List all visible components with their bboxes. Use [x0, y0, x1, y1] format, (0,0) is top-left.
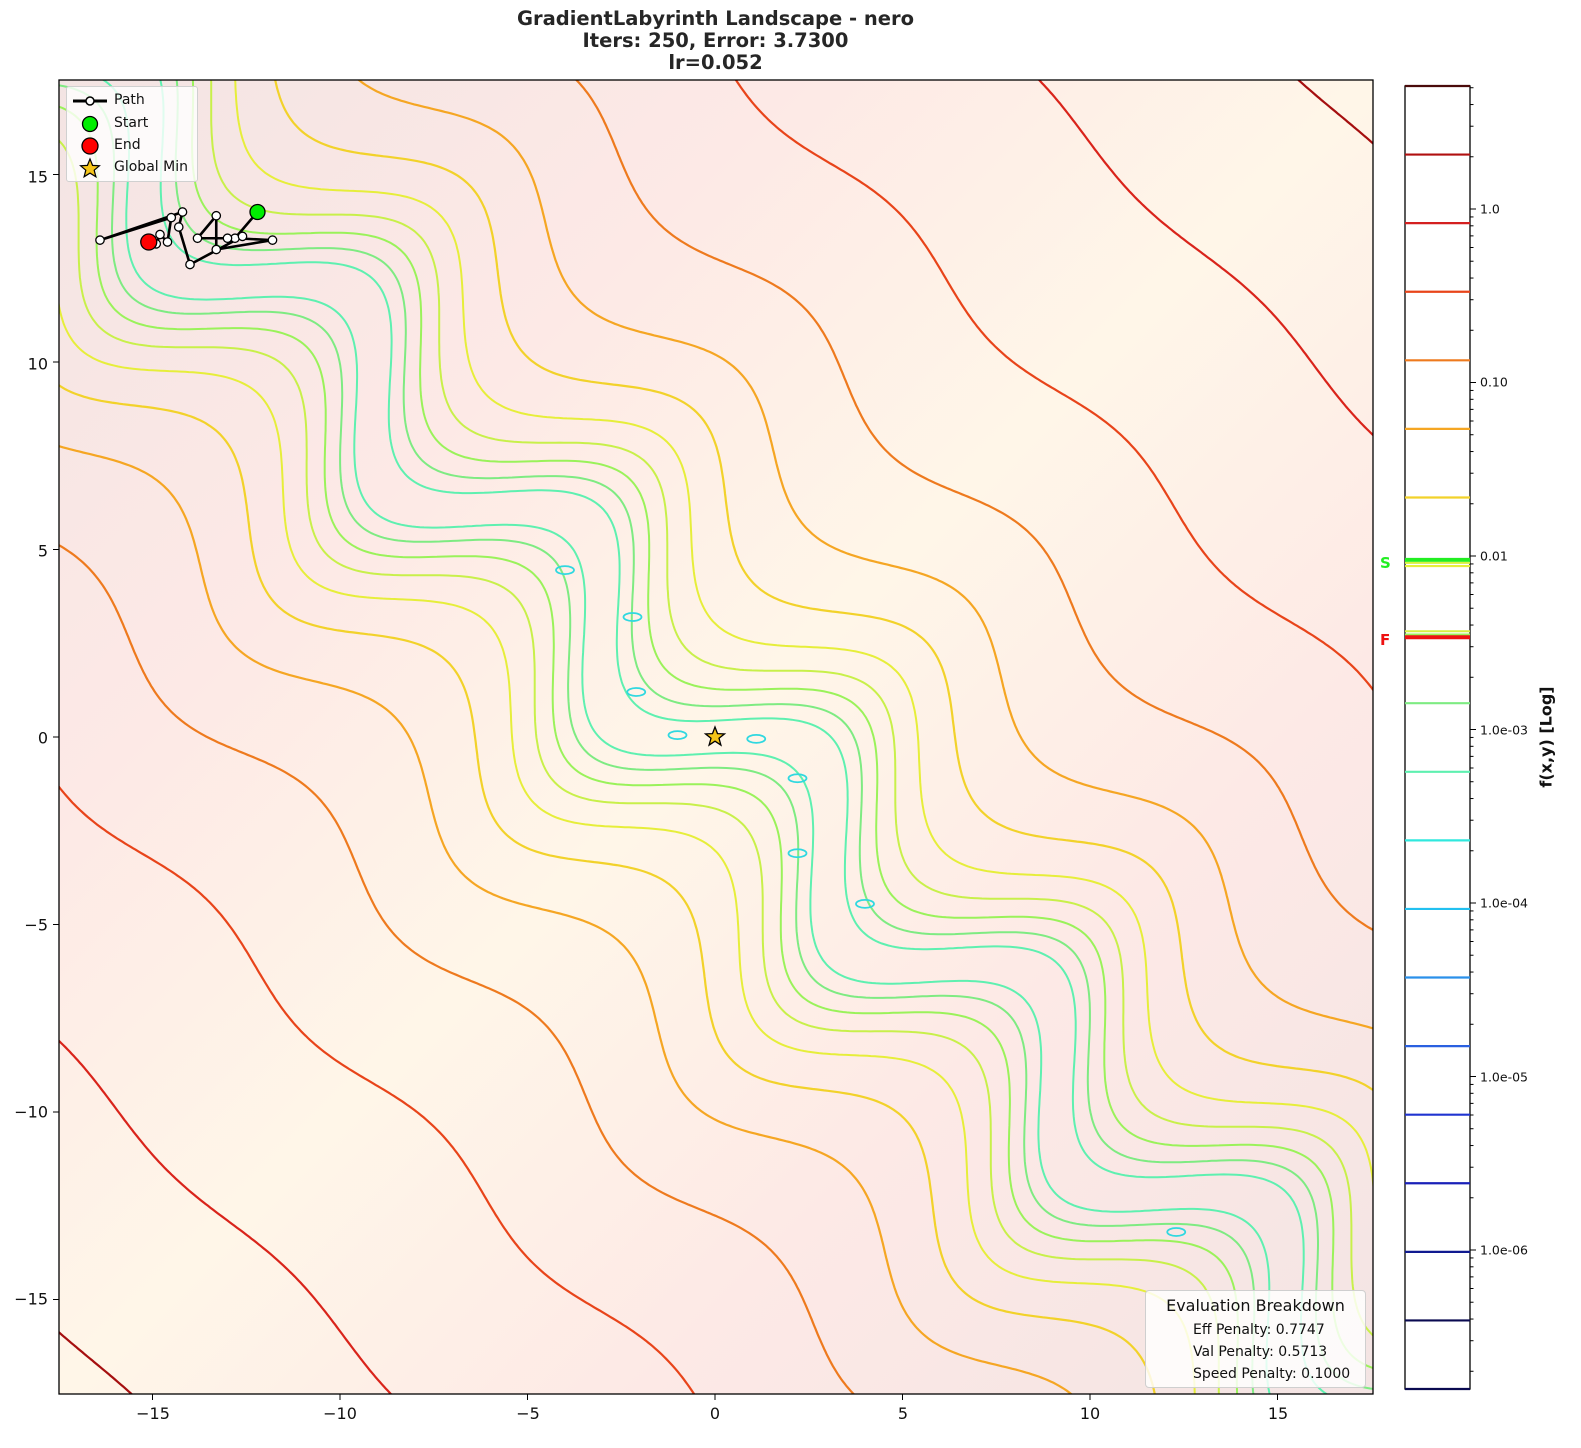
x-tick-label: −15 [136, 1404, 170, 1423]
green-circle-icon [81, 115, 99, 133]
colorbar-levels [1405, 84, 1470, 1391]
y-tick-label: −5 [24, 915, 48, 935]
start-marker [249, 203, 266, 221]
colorbar-label: f(x,y) [Log] [1536, 686, 1556, 788]
legend-item-path: Path [67, 89, 197, 111]
evaluation-breakdown-box: Evaluation Breakdown Eff Penalty: 0.7747… [1145, 1290, 1366, 1388]
legend-label: Start [114, 115, 149, 131]
colorbar-tick-label: 1.0e-05 [1480, 1069, 1528, 1085]
y-tick-label: 15 [27, 167, 48, 187]
x-tick-label: 5 [897, 1404, 909, 1423]
chart-title: GradientLabyrinth Landscape - nero Iters… [0, 8, 1431, 74]
title-line-3: lr=0.052 [668, 51, 763, 74]
legend-item-end: End [67, 134, 197, 156]
x-axis-ticks [152, 1394, 1278, 1400]
y-tick-label: −10 [14, 1102, 48, 1122]
x-tick-label: −10 [323, 1404, 357, 1423]
y-tick-label: 5 [37, 541, 48, 561]
colorbar [1404, 85, 1471, 1390]
colorbar-tick-label: 1.0 [1480, 201, 1500, 217]
gold-star-icon [79, 157, 101, 178]
legend-item-start: Start [67, 112, 197, 134]
y-axis-ticks [53, 174, 59, 1300]
colorbar-tick-label: 0.10 [1480, 374, 1508, 390]
legend-label: End [114, 137, 141, 153]
y-tick-label: −15 [14, 1289, 48, 1309]
eff-penalty: Eff Penalty: 0.7747 [1193, 1322, 1325, 1338]
title-line-1: GradientLabyrinth Landscape - nero [516, 7, 914, 30]
colorbar-tick-label: 0.01 [1480, 548, 1508, 564]
end-marker [140, 233, 158, 251]
legend-label: Global Min [114, 159, 188, 175]
legend: Path Start End Global Min [66, 86, 198, 182]
x-tick-label: 10 [1079, 1404, 1101, 1423]
final-level-marker: F [1380, 631, 1391, 649]
colorbar-tick-label: 1.0e-03 [1480, 722, 1528, 738]
optimizer-path [95, 203, 727, 747]
y-tick-label: 10 [27, 354, 48, 374]
y-tick-label: 0 [37, 728, 48, 748]
title-line-2: Iters: 250, Error: 3.7300 [582, 29, 849, 52]
colorbar-ticks [1470, 87, 1476, 1372]
start-level-marker: S [1380, 554, 1391, 572]
colorbar-tick-label: 1.0e-06 [1480, 1242, 1528, 1258]
global-min-star-icon [703, 725, 727, 747]
path-line-marker-icon [73, 96, 107, 106]
x-tick-label: −5 [516, 1404, 540, 1423]
x-tick-label: 0 [709, 1404, 721, 1423]
val-penalty: Val Penalty: 0.5713 [1193, 1344, 1328, 1360]
x-tick-label: 15 [1267, 1404, 1289, 1423]
legend-label: Path [114, 92, 145, 108]
colorbar-tick-label: 1.0e-04 [1480, 895, 1528, 911]
legend-item-global-min: Global Min [67, 156, 197, 178]
evaluation-breakdown-title: Evaluation Breakdown [1166, 1296, 1345, 1315]
speed-penalty: Speed Penalty: 0.1000 [1193, 1366, 1351, 1382]
red-circle-icon [81, 137, 99, 155]
